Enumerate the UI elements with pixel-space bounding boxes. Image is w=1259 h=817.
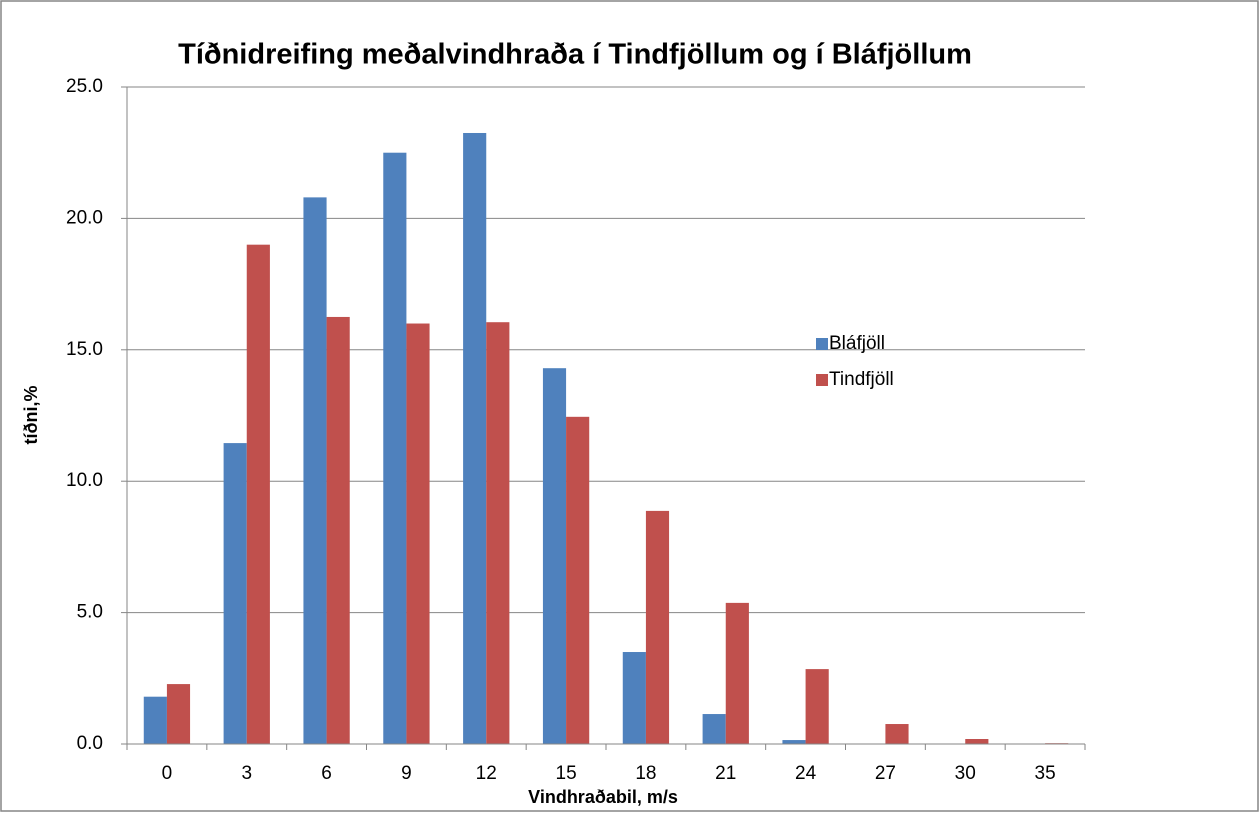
x-tick-label: 6: [321, 763, 332, 784]
bar: [566, 416, 590, 744]
bar: [143, 696, 167, 744]
legend-label: Bláfjöll: [829, 333, 885, 354]
x-tick-label: 27: [875, 763, 896, 784]
bar: [326, 316, 350, 744]
x-tick-label: 12: [476, 763, 497, 784]
bar: [702, 714, 726, 744]
bar: [463, 132, 487, 745]
y-axis-label: tíðni,%: [21, 386, 41, 445]
legend-swatch: [816, 374, 828, 386]
bar: [223, 443, 247, 744]
bar: [383, 152, 407, 744]
chart-title: Tíðnidreifing meðalvindhraða í Tindfjöll…: [178, 39, 972, 71]
bar: [406, 323, 430, 744]
x-tick-label: 18: [635, 763, 656, 784]
bar: [303, 197, 327, 745]
x-tick-label: 9: [401, 763, 412, 784]
bar: [166, 684, 191, 744]
bar: [645, 510, 670, 744]
bar: [782, 740, 806, 744]
legend-swatch: [816, 338, 828, 350]
x-tick-label: 0: [162, 763, 173, 784]
y-tick-label: 15.0: [66, 339, 103, 360]
y-tick-label: 20.0: [66, 207, 103, 228]
bar: [246, 244, 270, 744]
bar: [486, 322, 510, 744]
y-tick-label: 5.0: [77, 602, 103, 623]
bar: [622, 652, 646, 744]
legend-label: Tindfjöll: [829, 369, 894, 390]
y-tick-label: 10.0: [66, 470, 103, 491]
x-tick-label: 24: [795, 763, 817, 784]
bar: [965, 739, 989, 744]
bar: [805, 669, 829, 744]
x-tick-label: 30: [955, 763, 976, 784]
bar: [542, 368, 567, 744]
x-tick-label: 15: [556, 763, 577, 784]
x-tick-label: 35: [1035, 763, 1056, 784]
y-tick-label: 0.0: [77, 733, 103, 754]
x-tick-label: 3: [241, 763, 252, 784]
bar: [885, 724, 909, 744]
bar: [725, 602, 749, 744]
y-tick-label: 25.0: [66, 76, 103, 97]
x-tick-label: 21: [715, 763, 736, 784]
x-axis-label: Vindhraðabil, m/s: [528, 787, 678, 807]
